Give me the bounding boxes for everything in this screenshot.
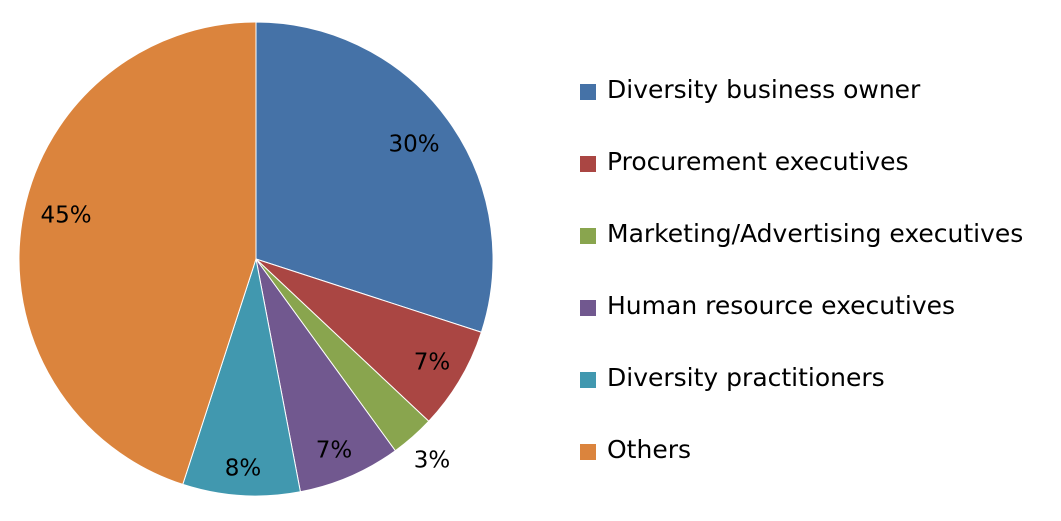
legend-swatch [580, 444, 596, 460]
legend-label: Marketing/Advertising executives [607, 219, 1024, 248]
legend-label: Others [607, 435, 692, 464]
pie-slice-2 [255, 258, 483, 422]
legend-label: Diversity practitioners [607, 363, 885, 392]
pie-slices [18, 21, 494, 497]
slice-value-label-2: 7% [414, 350, 451, 376]
slice-value-label-1: 30% [388, 132, 439, 158]
legend-swatch [580, 156, 596, 172]
legend-swatch [580, 84, 596, 100]
legend-label: Procurement executives [607, 147, 909, 176]
pie-chart: 30% 7% 3% 7% 8% 45% [18, 21, 494, 497]
pie-slice-6 [18, 21, 257, 486]
legend-label: Diversity business owner [607, 75, 921, 104]
legend-swatch [580, 228, 596, 244]
legend-swatch [580, 372, 596, 388]
pie-slice-1 [255, 21, 494, 333]
slice-value-label-5: 8% [225, 456, 262, 482]
pie-slice-5 [182, 258, 301, 497]
legend-label: Human resource executives [607, 291, 956, 320]
slice-value-label-3: 3% [414, 448, 451, 474]
pie-slice-4 [255, 258, 397, 493]
pie-labels: 30% 7% 3% 7% 8% 45% [40, 132, 450, 482]
legend-swatch [580, 300, 596, 316]
slice-value-label-6: 45% [40, 203, 91, 229]
slice-value-label-4: 7% [316, 438, 353, 464]
